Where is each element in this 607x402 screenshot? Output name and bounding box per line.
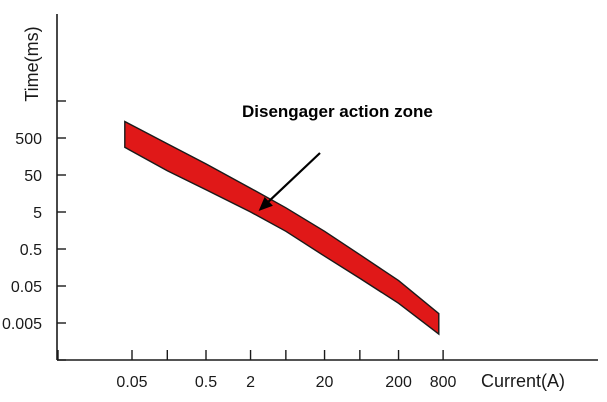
annotation-arrow — [267, 152, 321, 203]
x-ticks: 0.05 0.5 2 20 200 800 — [57, 350, 457, 391]
x-tick-label-5: 800 — [430, 374, 457, 391]
y-tick-label-4: 0.05 — [11, 279, 42, 296]
y-tick-label-0: 500 — [15, 131, 42, 148]
x-tick-label-4: 200 — [385, 374, 412, 391]
y-tick-label-3: 0.5 — [20, 242, 42, 259]
x-tick-label-3: 20 — [316, 374, 334, 391]
x-axis-title: Current(A) — [481, 371, 565, 391]
series-band-0 — [124, 120, 440, 336]
y-tick-label-5: 0.005 — [2, 316, 42, 333]
x-tick-label-2: 2 — [246, 374, 255, 391]
annotation-label: Disengager action zone — [242, 102, 433, 121]
x-tick-label-0: 0.05 — [116, 374, 147, 391]
y-ticks: 500 50 5 0.5 0.05 0.005 — [2, 100, 66, 361]
annotation: Disengager action zone — [242, 102, 433, 211]
x-tick-label-1: 0.5 — [195, 374, 217, 391]
y-axis-title: Time(ms) — [22, 26, 42, 101]
annotation-arrow-head — [258, 197, 273, 211]
y-tick-label-1: 50 — [24, 168, 42, 185]
y-tick-label-2: 5 — [33, 205, 42, 222]
band-layer — [124, 120, 440, 336]
